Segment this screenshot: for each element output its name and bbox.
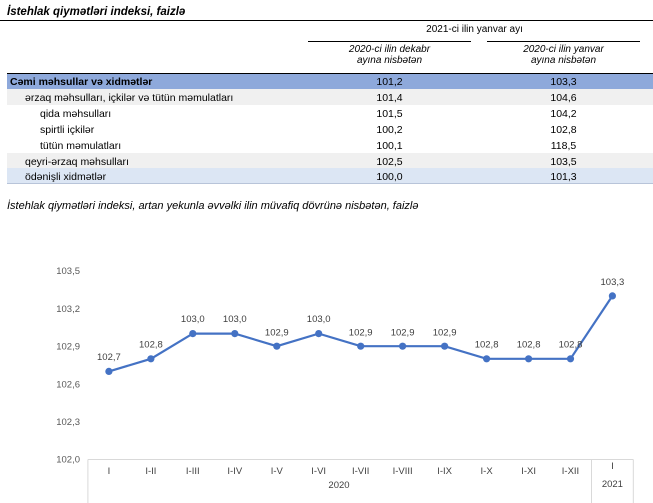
svg-text:I-V: I-V	[271, 466, 284, 477]
svg-text:2021: 2021	[602, 479, 623, 490]
svg-text:102,9: 102,9	[56, 342, 80, 353]
svg-text:102,7: 102,7	[97, 352, 121, 363]
svg-text:I-X: I-X	[481, 466, 494, 477]
svg-text:I: I	[611, 461, 614, 472]
svg-text:102,9: 102,9	[265, 328, 289, 339]
svg-text:102,6: 102,6	[56, 380, 80, 391]
svg-text:103,0: 103,0	[181, 314, 205, 325]
svg-text:I-III: I-III	[186, 466, 200, 477]
svg-text:I-XII: I-XII	[562, 466, 579, 477]
svg-text:103,0: 103,0	[223, 314, 247, 325]
svg-text:I: I	[108, 466, 111, 477]
svg-text:102,0: 102,0	[56, 455, 80, 466]
svg-text:103,5: 103,5	[56, 266, 80, 277]
svg-text:102,9: 102,9	[391, 328, 415, 339]
svg-text:102,8: 102,8	[475, 340, 499, 351]
svg-text:102,8: 102,8	[139, 340, 163, 351]
svg-text:I-IX: I-IX	[437, 466, 452, 477]
svg-text:102,8: 102,8	[559, 340, 583, 351]
svg-text:102,9: 102,9	[349, 328, 373, 339]
svg-text:102,8: 102,8	[517, 340, 541, 351]
svg-text:102,3: 102,3	[56, 417, 80, 428]
svg-text:I-VIII: I-VIII	[393, 466, 413, 477]
svg-text:103,0: 103,0	[307, 314, 331, 325]
svg-text:I-XI: I-XI	[521, 466, 536, 477]
svg-text:I-VI: I-VI	[311, 466, 326, 477]
svg-text:103,2: 103,2	[56, 304, 80, 315]
svg-text:I-II: I-II	[145, 466, 156, 477]
svg-text:103,3: 103,3	[601, 277, 625, 288]
svg-text:I-IV: I-IV	[227, 466, 242, 477]
svg-text:2020: 2020	[328, 480, 349, 491]
svg-text:I-VII: I-VII	[352, 466, 369, 477]
svg-text:102,9: 102,9	[433, 328, 457, 339]
